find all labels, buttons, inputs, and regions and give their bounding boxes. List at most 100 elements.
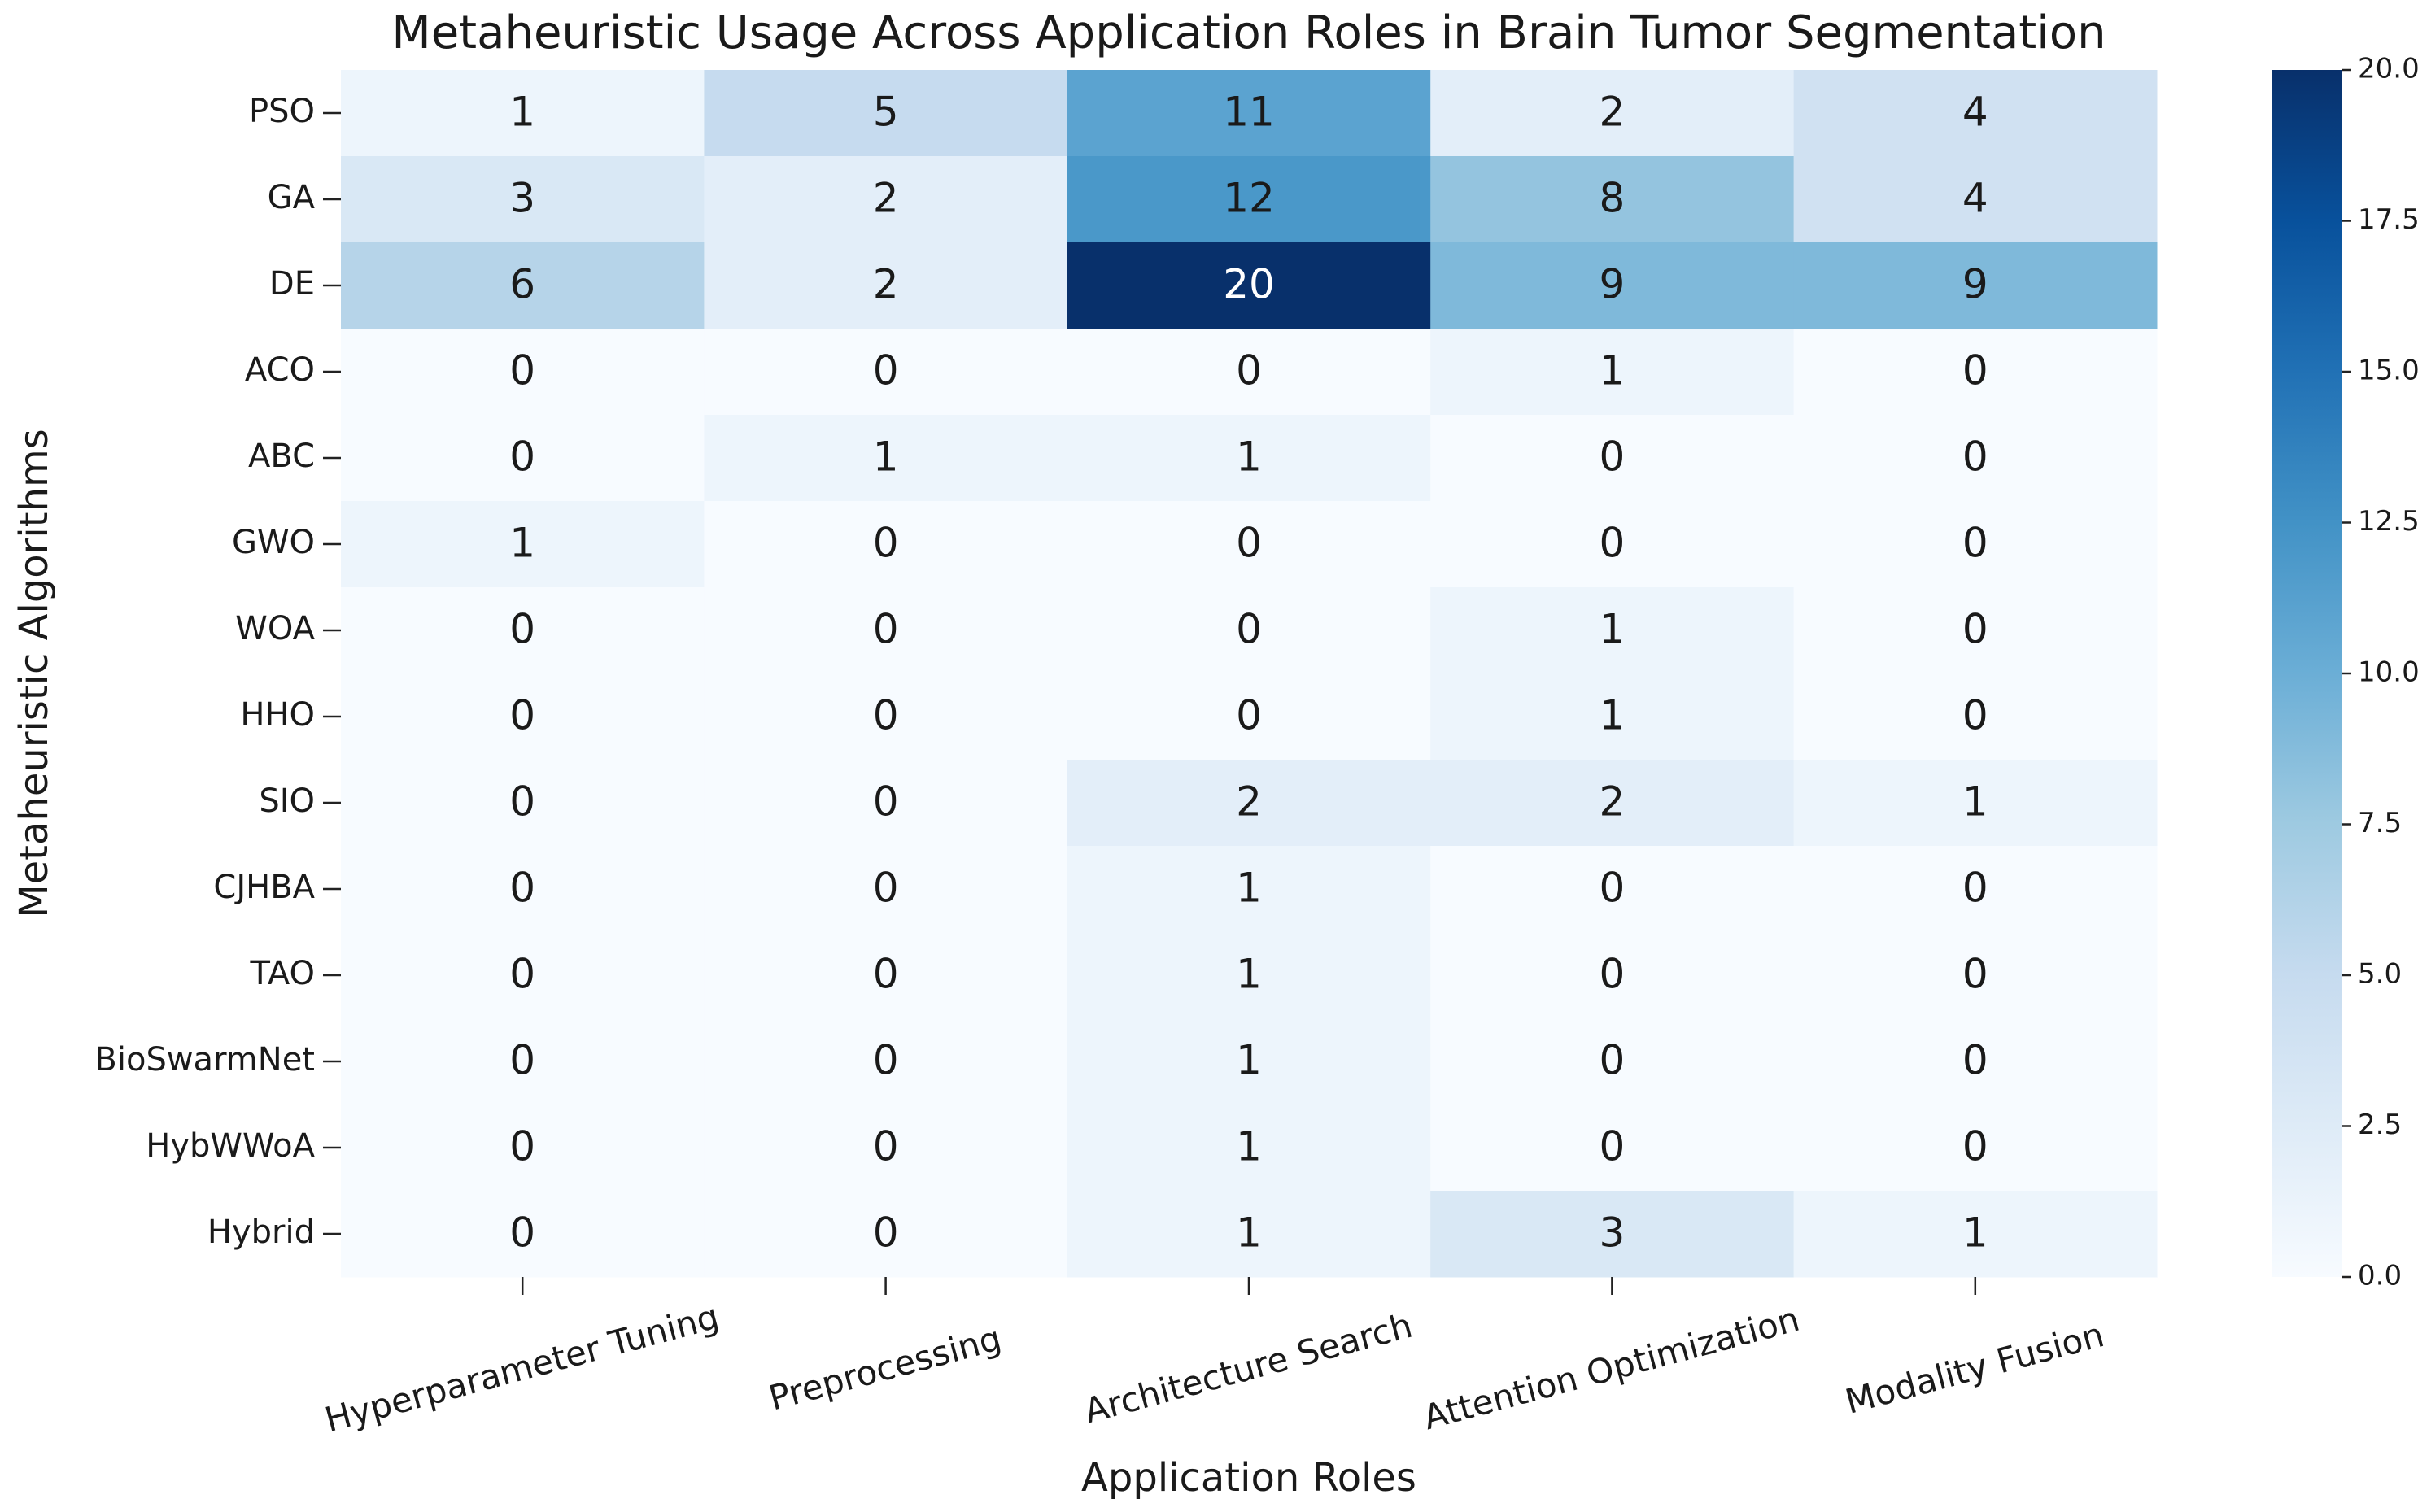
cell-label: 0: [509, 347, 535, 394]
cell-label: 1: [1599, 692, 1625, 739]
cell-label: 0: [1962, 951, 1988, 998]
cell: [704, 329, 1068, 416]
cell: [1430, 242, 1795, 329]
y-tick-label: WOA: [235, 610, 315, 647]
cell: [341, 846, 705, 933]
cell: [1430, 846, 1795, 933]
cell-label: 1: [1962, 778, 1988, 826]
cell-label: 1: [509, 89, 535, 136]
cell-label: 8: [1599, 175, 1625, 222]
cell: [1430, 1191, 1795, 1278]
x-tick-label: Modality Fusion: [1841, 1314, 2108, 1422]
cell-label: 0: [873, 520, 899, 567]
x-tick-label: Preprocessing: [765, 1318, 1006, 1418]
cell: [1793, 587, 2158, 674]
cell-label: 0: [873, 1209, 899, 1257]
cell: [1067, 932, 1431, 1019]
cell: [704, 1105, 1068, 1192]
cell: [1067, 156, 1431, 243]
cell-label: 2: [873, 261, 899, 308]
cell: [1793, 156, 2158, 243]
cell-label: 0: [509, 1209, 535, 1257]
cell: [1067, 1105, 1431, 1192]
colorbar-tick-label: 5.0: [2358, 958, 2402, 991]
cell: [341, 70, 705, 157]
cell: [704, 1191, 1068, 1278]
cell-label: 1: [1236, 1123, 1262, 1170]
cell-label: 1: [1962, 1209, 1988, 1257]
colorbar-tick-label: 17.5: [2358, 203, 2420, 236]
cell: [704, 760, 1068, 847]
cell: [704, 242, 1068, 329]
cell-label: 9: [1599, 261, 1625, 308]
cell: [704, 156, 1068, 243]
cell-label: 0: [873, 778, 899, 826]
cell-label: 0: [873, 347, 899, 394]
colorbar-tick-label: 10.0: [2358, 656, 2420, 689]
cell-label: 0: [509, 865, 535, 912]
cell: [1067, 501, 1431, 588]
y-tick-label: GWO: [232, 524, 315, 561]
cell: [1430, 587, 1795, 674]
y-tick-label: Hybrid: [207, 1214, 315, 1251]
cell: [1793, 70, 2158, 157]
chart-title: Metaheuristic Usage Across Application R…: [391, 7, 2106, 59]
cell: [1067, 70, 1431, 157]
cell-label: 0: [1599, 1123, 1625, 1170]
cell: [1067, 673, 1431, 760]
cell-label: 1: [1599, 347, 1625, 394]
cell: [704, 415, 1068, 502]
cell: [341, 1105, 705, 1192]
cell-label: 1: [1236, 434, 1262, 481]
cell-label: 0: [873, 951, 899, 998]
cell-label: 0: [873, 1037, 899, 1084]
y-tick-label: PSO: [249, 93, 315, 130]
cell-label: 2: [1599, 778, 1625, 826]
cell: [704, 587, 1068, 674]
cell: [1793, 1191, 2158, 1278]
cell-label: 1: [1236, 1037, 1262, 1084]
cell-label: 0: [509, 434, 535, 481]
cell: [704, 1018, 1068, 1105]
cell-label: 9: [1962, 261, 1988, 308]
y-tick-label: ABC: [248, 438, 315, 475]
colorbar-tick-label: 15.0: [2358, 355, 2420, 387]
cell: [1430, 501, 1795, 588]
cell: [1067, 1018, 1431, 1105]
cell: [704, 673, 1068, 760]
cell: [341, 1191, 705, 1278]
x-axis-label: Application Roles: [1081, 1455, 1416, 1501]
cell: [1430, 415, 1795, 502]
cell: [1793, 242, 2158, 329]
x-tick-label: Attention Optimization: [1419, 1299, 1803, 1437]
cell: [341, 415, 705, 502]
cell: [341, 760, 705, 847]
cell-label: 2: [873, 175, 899, 222]
cell: [1067, 1191, 1431, 1278]
cell: [1430, 329, 1795, 416]
cell-label: 0: [509, 1123, 535, 1170]
cell-label: 4: [1962, 89, 1988, 136]
y-tick-label: DE: [269, 265, 315, 303]
cell-label: 4: [1962, 175, 1988, 222]
colorbar: [2272, 70, 2342, 1277]
cell-label: 0: [1962, 1123, 1988, 1170]
cell-label: 0: [509, 692, 535, 739]
cell: [341, 673, 705, 760]
cell: [1793, 846, 2158, 933]
cell-label: 20: [1223, 261, 1275, 308]
y-tick-label: TAO: [250, 955, 315, 992]
cell: [1793, 760, 2158, 847]
cell-label: 0: [1962, 692, 1988, 739]
cell-label: 0: [509, 951, 535, 998]
cell-label: 1: [873, 434, 899, 481]
cell: [1793, 932, 2158, 1019]
cell-label: 0: [1236, 606, 1262, 653]
cell-label: 0: [509, 606, 535, 653]
cell-label: 3: [1599, 1209, 1625, 1257]
cell: [1793, 501, 2158, 588]
cell: [1793, 1018, 2158, 1105]
cell-label: 1: [1236, 951, 1262, 998]
cell-label: 6: [509, 261, 535, 308]
